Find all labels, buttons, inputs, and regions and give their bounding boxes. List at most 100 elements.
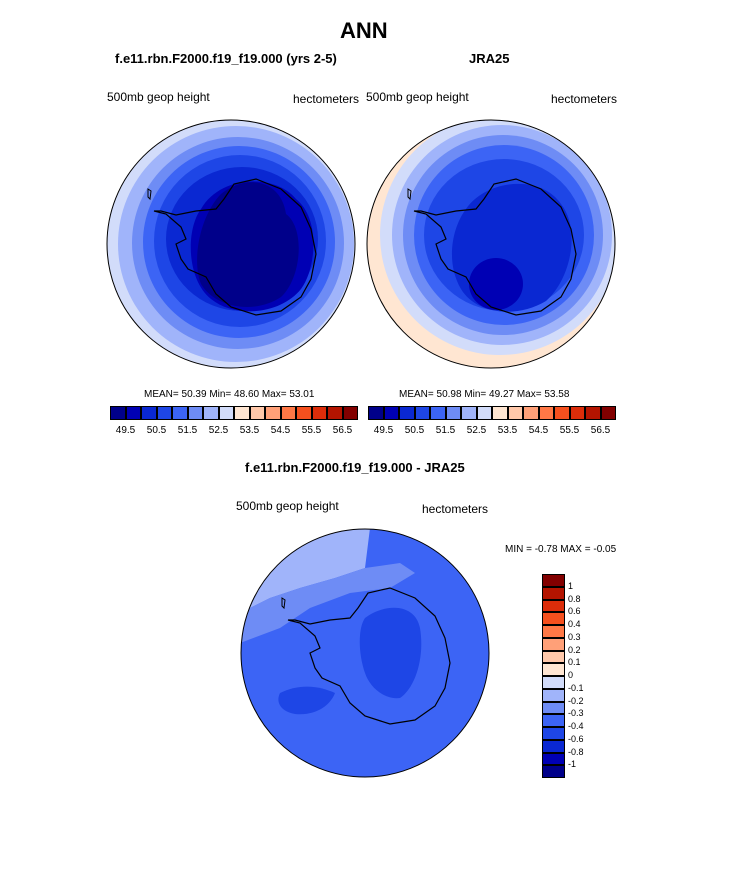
colorbar-tick-label: 55.5	[559, 425, 580, 436]
colorbar-swatch	[280, 406, 296, 420]
colorbar-tick-label: 0.8	[568, 593, 581, 604]
colorbar-swatch	[311, 406, 327, 420]
obs-island-outline	[407, 188, 412, 201]
colorbar-swatch	[542, 752, 565, 766]
diff-stats: MIN = -0.78 MAX = -0.05	[505, 544, 617, 555]
colorbar-tick-label: 53.5	[239, 425, 260, 436]
colorbar-tick-label: 56.5	[332, 425, 353, 436]
colorbar-tick-label: 0	[568, 670, 574, 680]
colorbar-tick-label: 49.5	[373, 425, 394, 436]
colorbar-tick-label: 53.5	[497, 425, 518, 436]
model-variable-label: 500mb geop height	[107, 90, 210, 104]
colorbar-tick-label: 1	[568, 580, 574, 591]
colorbar-swatch	[203, 406, 219, 420]
colorbar-swatch	[507, 406, 523, 420]
colorbar-tick-label: -0.3	[568, 708, 584, 719]
obs-case-title: JRA25	[469, 51, 510, 66]
colorbar-swatch	[542, 688, 565, 702]
colorbar-swatch	[156, 406, 172, 420]
colorbar-tick-label: -0.1	[568, 682, 584, 693]
colorbar-swatch	[542, 599, 565, 613]
colorbar-swatch	[492, 406, 508, 420]
colorbar-swatch	[414, 406, 430, 420]
colorbar-tick-label: 54.5	[270, 425, 291, 436]
colorbar-swatch	[218, 406, 234, 420]
colorbar-tick-label: 0.3	[568, 631, 581, 642]
diff-map	[240, 528, 490, 778]
colorbar-swatch	[542, 574, 565, 587]
colorbar-tick-label: 56.5	[590, 425, 611, 436]
colorbar-tick-label: 50.5	[404, 425, 425, 436]
diff-units-label: hectometers	[422, 502, 489, 516]
obs-colorbar-labels: 49.5 50.5 51.5 52.5 53.5 54.5 55.5 56.5	[368, 425, 616, 439]
colorbar-swatch	[342, 406, 358, 420]
colorbar-swatch	[523, 406, 539, 420]
colorbar-swatch	[125, 406, 141, 420]
diff-island-outline	[281, 597, 286, 610]
colorbar-tick-label: -0.8	[568, 746, 584, 757]
model-antarctica-outline	[153, 178, 317, 316]
colorbar-tick-label: 52.5	[208, 425, 229, 436]
colorbar-tick-label: 0.4	[568, 619, 581, 629]
diff-case-title: f.e11.rbn.F2000.f19_f19.000 - JRA25	[245, 460, 465, 475]
diff-region-dark-a	[359, 607, 422, 699]
model-units-label: hectometers	[293, 92, 360, 106]
diff-region-mid	[241, 563, 415, 643]
colorbar-swatch	[542, 727, 565, 740]
colorbar-swatch	[542, 663, 565, 676]
colorbar-swatch	[110, 406, 126, 420]
colorbar-tick-label: 0.1	[568, 657, 581, 668]
colorbar-tick-label: -0.6	[568, 733, 584, 744]
colorbar-swatch	[554, 406, 570, 420]
colorbar-swatch	[461, 406, 477, 420]
colorbar-swatch	[542, 701, 565, 715]
colorbar-swatch	[383, 406, 399, 420]
diff-antarctica-outline	[287, 587, 451, 725]
diff-variable-label: 500mb geop height	[236, 499, 339, 513]
colorbar-swatch	[542, 586, 565, 600]
colorbar-swatch	[430, 406, 446, 420]
obs-ring-7	[469, 258, 523, 310]
colorbar-swatch	[542, 650, 565, 664]
colorbar-tick-label: -1	[568, 759, 577, 770]
colorbar-swatch	[542, 765, 565, 778]
figure-title: ANN	[340, 18, 388, 43]
colorbar-swatch	[265, 406, 281, 420]
colorbar-swatch	[445, 406, 461, 420]
model-map-border	[106, 119, 356, 369]
diff-colorbar	[542, 574, 565, 778]
colorbar-swatch	[538, 406, 554, 420]
colorbar-swatch	[542, 637, 565, 651]
colorbar-tick-label: -0.4	[568, 721, 584, 731]
colorbar-swatch	[542, 714, 565, 727]
colorbar-tick-label: 51.5	[177, 425, 198, 436]
colorbar-swatch	[569, 406, 585, 420]
colorbar-swatch	[327, 406, 343, 420]
colorbar-swatch	[249, 406, 265, 420]
colorbar-swatch	[172, 406, 188, 420]
obs-variable-label: 500mb geop height	[366, 90, 469, 104]
colorbar-tick-label: -0.2	[568, 695, 584, 706]
colorbar-swatch	[542, 612, 565, 625]
colorbar-tick-label: 52.5	[466, 425, 487, 436]
colorbar-swatch	[542, 625, 565, 638]
diff-colorbar-labels: 1 0.8 0.6 0.4 0.3 0.2 0.1 0 -0.1 -0.2 -0.3 -0.4 -0.6…	[568, 574, 608, 778]
colorbar-swatch	[141, 406, 157, 420]
colorbar-swatch	[585, 406, 601, 420]
colorbar-tick-label: 54.5	[528, 425, 549, 436]
colorbar-tick-label: 55.5	[301, 425, 322, 436]
obs-map	[366, 119, 616, 369]
obs-antarctica-outline	[413, 178, 577, 316]
colorbar-tick-label: 0.2	[568, 644, 581, 655]
colorbar-swatch	[476, 406, 492, 420]
model-stats: MEAN= 50.39 Min= 48.60 Max= 53.01	[144, 389, 315, 400]
diff-map-border	[240, 528, 490, 778]
obs-units-label: hectometers	[551, 92, 618, 106]
colorbar-tick-label: 51.5	[435, 425, 456, 436]
colorbar-swatch	[296, 406, 312, 420]
colorbar-swatch	[234, 406, 250, 420]
colorbar-swatch	[600, 406, 616, 420]
colorbar-tick-label: 50.5	[146, 425, 167, 436]
colorbar-tick-label: 49.5	[115, 425, 136, 436]
colorbar-swatch	[542, 676, 565, 689]
